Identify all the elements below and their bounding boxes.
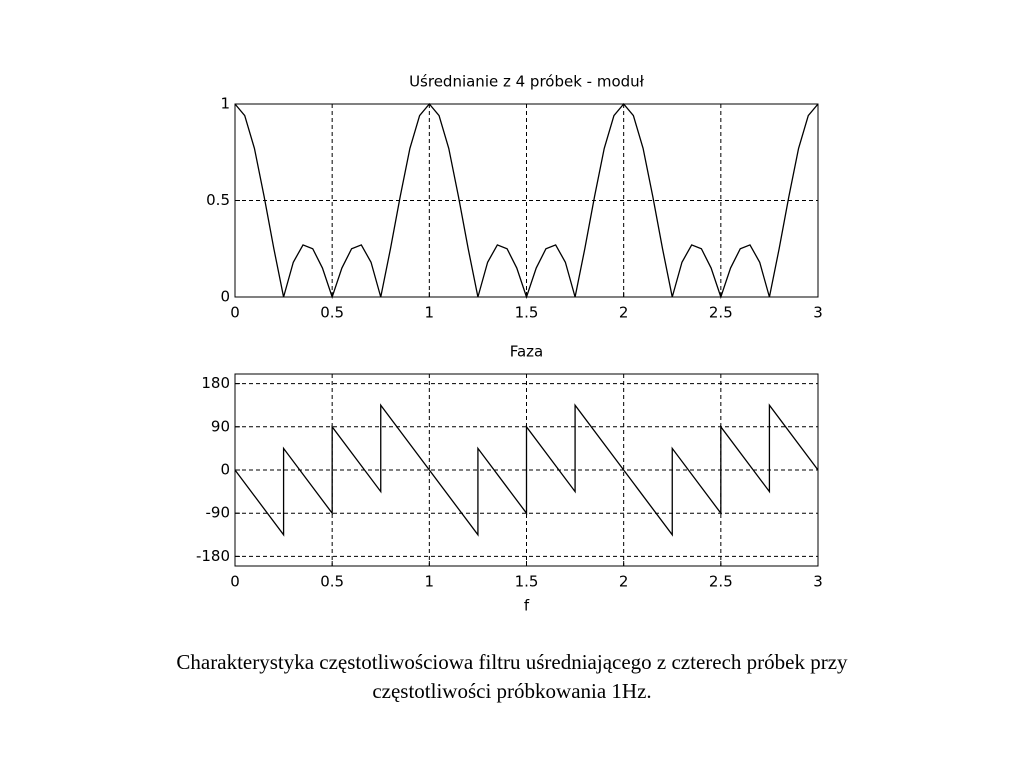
x-tick-label: 1.5	[515, 304, 539, 322]
y-tick-label: 0	[220, 461, 230, 479]
chart: Uśrednianie z 4 próbek - moduł 0 0.5 1 1.5 2 2…	[196, 73, 823, 615]
x-tick-label: 2	[619, 573, 629, 591]
x-tick-label: 3	[813, 573, 823, 591]
x-tick-label: 0.5	[320, 304, 344, 322]
x-tick-label: 1	[425, 573, 435, 591]
x-tick-label: 1	[425, 304, 435, 322]
x-tick-label: 0.5	[320, 573, 344, 591]
y-tick-label: 0	[220, 288, 230, 306]
caption: Charakterystyka częstotliwościowa filtru…	[0, 648, 1024, 706]
chart-title: Faza	[510, 343, 544, 361]
y-tick-label: -90	[206, 504, 231, 522]
caption-line: częstotliwości próbkowania 1Hz.	[372, 679, 652, 703]
y-tick-label: -180	[196, 547, 230, 565]
data-line	[234, 102, 819, 300]
data-line	[234, 403, 819, 537]
y-tick-label: 0.5	[206, 191, 230, 209]
x-axis-label: f	[524, 597, 530, 615]
x-tick-label: 3	[813, 304, 823, 322]
caption-line: Charakterystyka częstotliwościowa filtru…	[176, 650, 848, 674]
x-tick-label: 2.5	[709, 304, 733, 322]
y-tick-label: 90	[211, 417, 230, 435]
x-tick-label: 0	[230, 304, 240, 322]
x-tick-label: 2.5	[709, 573, 733, 591]
x-tick-label: 1.5	[515, 573, 539, 591]
chart-title: Uśrednianie z 4 próbek - moduł	[409, 73, 645, 91]
x-tick-label: 0	[230, 573, 240, 591]
y-tick-label: 1	[220, 95, 230, 113]
y-tick-label: 180	[201, 374, 230, 392]
x-tick-label: 2	[619, 304, 629, 322]
